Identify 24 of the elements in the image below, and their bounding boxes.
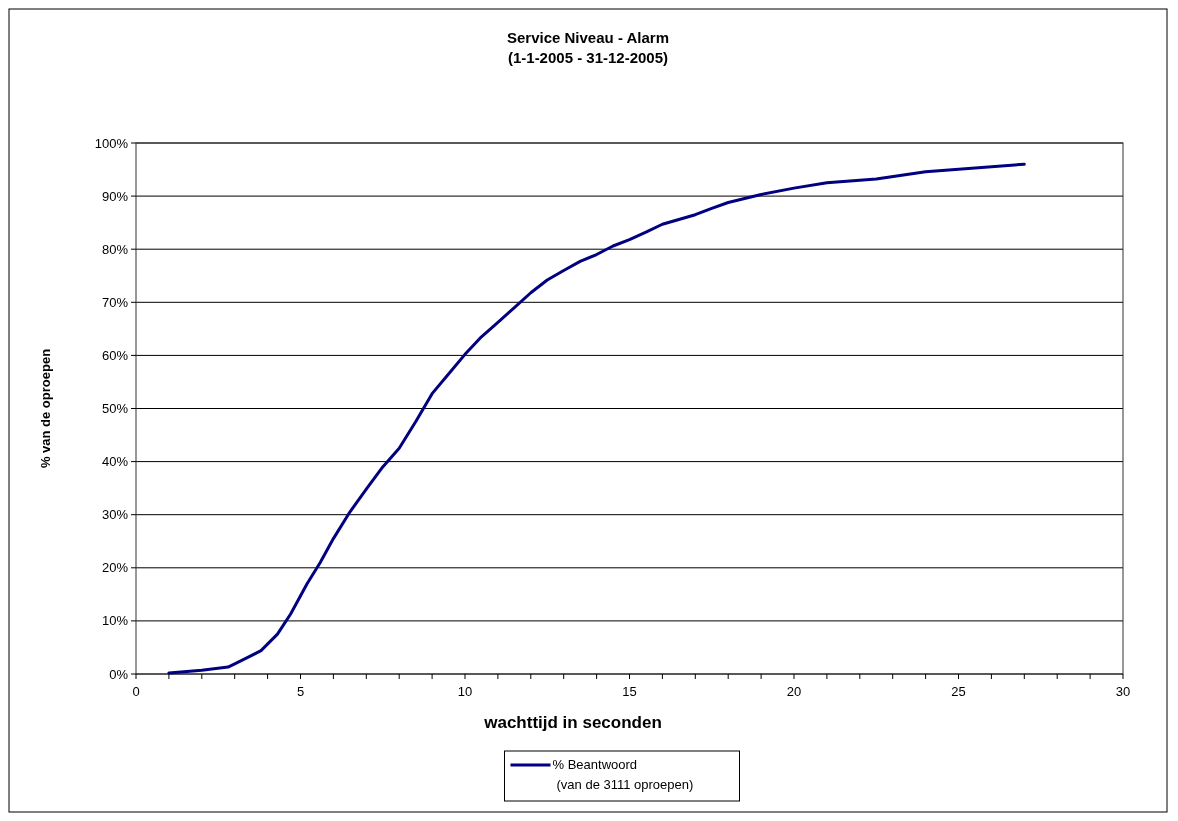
y-tick-label: 20% <box>101 560 129 576</box>
x-tick-label: 0 <box>132 684 140 699</box>
y-tick-label: 100% <box>94 135 129 151</box>
y-tick-label: 30% <box>101 507 129 523</box>
y-tick-label: 10% <box>101 613 129 629</box>
chart-subtitle: (1-1-2005 - 31-12-2005) <box>507 49 669 66</box>
chart-title: Service Niveau - Alarm <box>506 29 670 46</box>
y-axis-title: % van de oproepen <box>38 348 53 469</box>
y-tick-label: 40% <box>101 454 129 470</box>
y-tick-label: 60% <box>101 347 129 363</box>
x-tick-label: 30 <box>1115 684 1131 699</box>
y-tick-label: 90% <box>101 188 129 204</box>
y-tick-label: 0% <box>109 666 129 682</box>
x-tick-label: 25 <box>951 684 966 699</box>
x-tick-label: 5 <box>296 684 305 699</box>
x-tick-label: 15 <box>622 684 637 699</box>
line-series <box>167 162 1026 675</box>
legend-label: % Beantwoord (van de 3111 oproepen) <box>552 757 694 792</box>
x-tick-label: 20 <box>786 684 802 699</box>
x-axis-title: wachttijd in seconden <box>483 713 662 732</box>
y-tick-label: 50% <box>101 401 129 417</box>
y-tick-label: 70% <box>101 294 129 310</box>
x-tick-label: 10 <box>457 684 473 699</box>
y-tick-label: 80% <box>101 241 129 257</box>
